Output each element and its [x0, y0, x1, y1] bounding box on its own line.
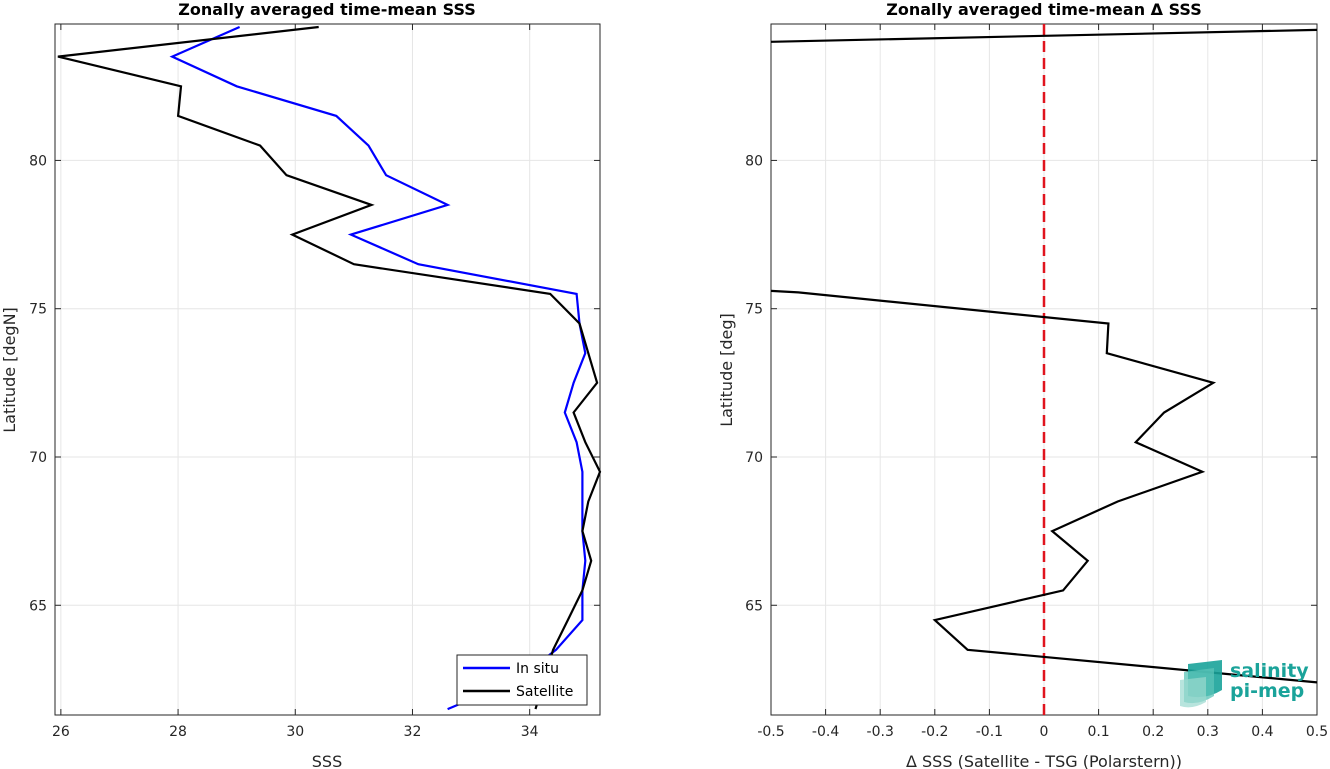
y-tick-label: 80 — [29, 153, 47, 169]
delta-sss-panel: -0.5 -0.4 -0.3 -0.2 -0.1 0 0.1 0.2 0.3 0.4 0.5 65 70… — [717, 0, 1328, 769]
series-line-delta-0-seg-0 — [770, 28, 1318, 43]
x-tick-label: -0.1 — [976, 724, 1003, 740]
sss-ticks: 26 28 30 32 34 65 70 75 80 — [29, 23, 601, 740]
x-tick-label: 32 — [404, 724, 422, 740]
sss-axes-box — [54, 23, 601, 716]
x-tick-label: 0.4 — [1251, 724, 1273, 740]
y-tick-label: 70 — [29, 450, 47, 466]
sss-title: Zonally averaged time-mean SSS — [178, 0, 476, 19]
y-tick-label: 65 — [29, 598, 47, 614]
x-tick-label: 0 — [1040, 724, 1049, 740]
delta-sss-series — [770, 24, 1318, 715]
logo-text-pi-mep: pi-mep — [1230, 680, 1304, 702]
delta-sss-y-axis-label: Latitude [deg] — [717, 313, 736, 427]
sss-series — [57, 25, 602, 711]
series-line-delta-0-seg-1 — [770, 289, 1318, 684]
logo-wave-icon — [1180, 660, 1222, 708]
x-tick-label: 28 — [169, 724, 187, 740]
legend-label-in-situ: In situ — [516, 661, 559, 677]
x-tick-label: 0.3 — [1197, 724, 1219, 740]
legend-label-satellite: Satellite — [516, 684, 573, 700]
sss-grid — [55, 24, 600, 715]
y-tick-label: 65 — [745, 598, 763, 614]
x-tick-label: 0.5 — [1306, 724, 1328, 740]
x-tick-label: 0.1 — [1087, 724, 1109, 740]
delta-sss-title: Zonally averaged time-mean Δ SSS — [886, 0, 1202, 19]
y-tick-label: 75 — [29, 302, 47, 318]
sss-legend: In situ Satellite — [456, 654, 588, 706]
x-tick-label: 34 — [521, 724, 539, 740]
x-tick-label: 0.2 — [1142, 724, 1164, 740]
logo-text-salinity: salinity — [1230, 660, 1309, 682]
salinity-pi-mep-logo: salinity pi-mep — [1180, 660, 1309, 708]
series-line-satellite — [57, 25, 602, 710]
y-tick-label: 75 — [745, 302, 763, 318]
x-tick-label: -0.5 — [757, 724, 784, 740]
series-line-in-situ — [169, 25, 587, 711]
sss-plot-area — [54, 23, 601, 716]
legend-box — [456, 654, 588, 706]
x-tick-label: -0.4 — [812, 724, 839, 740]
y-tick-label: 80 — [745, 153, 763, 169]
sss-panel: 26 28 30 32 34 65 70 75 80 Zonally averaged time… — [0, 0, 602, 769]
x-tick-label: -0.2 — [921, 724, 948, 740]
delta-sss-x-axis-label: Δ SSS (Satellite - TSG (Polarstern)) — [906, 752, 1182, 769]
delta-sss-ticks: -0.5 -0.4 -0.3 -0.2 -0.1 0 0.1 0.2 0.3 0.4 0.5 65 70… — [745, 23, 1328, 740]
x-tick-label: 26 — [52, 724, 70, 740]
x-tick-label: -0.3 — [867, 724, 894, 740]
y-tick-label: 70 — [745, 450, 763, 466]
sss-x-axis-label: SSS — [312, 752, 342, 769]
x-tick-label: 30 — [286, 724, 304, 740]
sss-y-axis-label: Latitude [degN] — [0, 307, 19, 433]
